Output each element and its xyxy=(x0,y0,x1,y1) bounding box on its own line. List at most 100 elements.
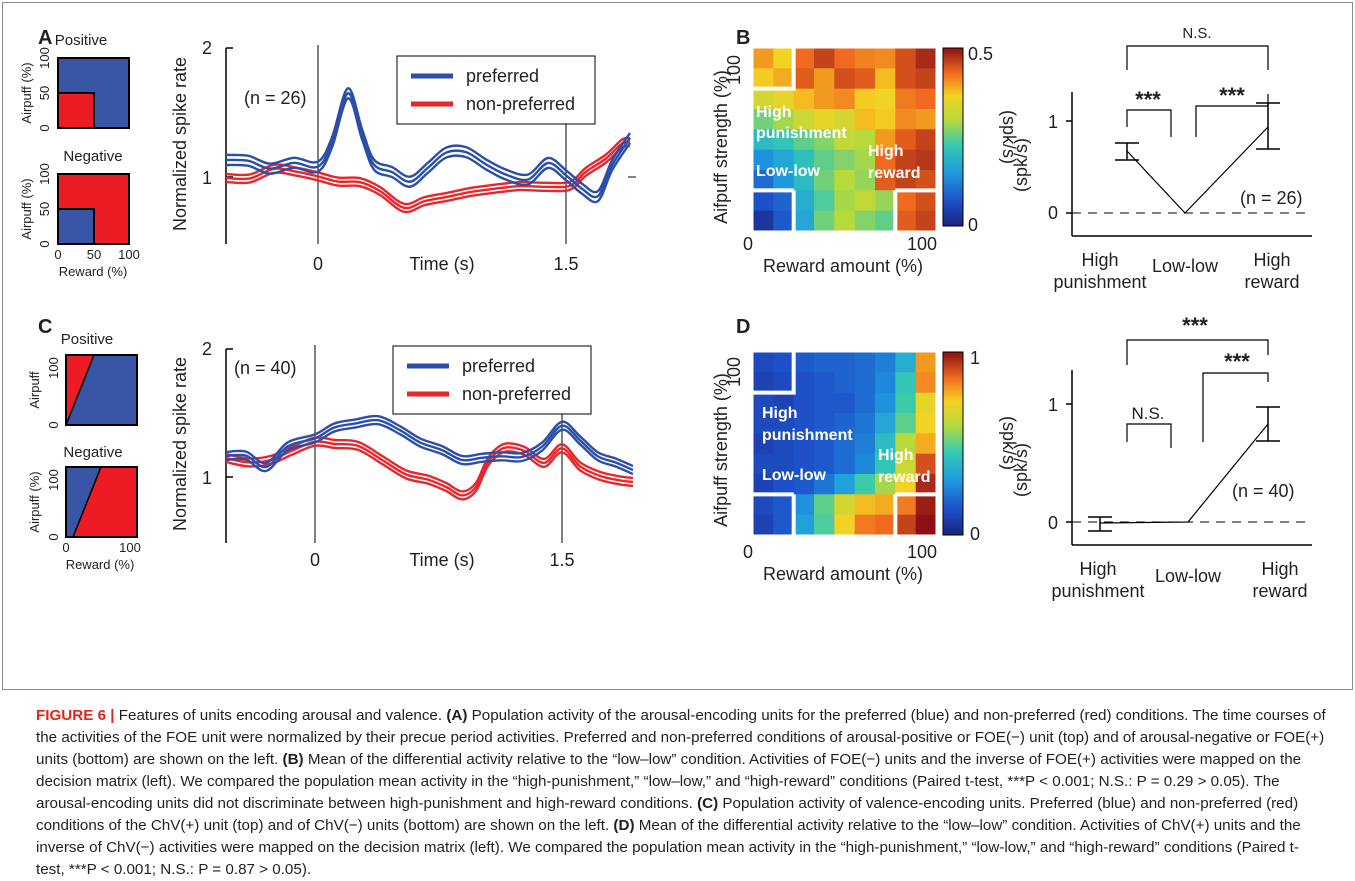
ytick: 1 xyxy=(1048,112,1058,132)
ylabel: Normalized spike rate xyxy=(170,357,190,531)
heatmap-cell xyxy=(895,433,917,455)
heatmap-xtick: 100 xyxy=(907,542,937,562)
colorbar-tick: 0 xyxy=(970,524,980,544)
panel-b: B 0.5 0 (spk/s) 100 Aifpuff strength (%)… xyxy=(711,25,1312,292)
errorbar-high-punishment xyxy=(1115,142,1139,161)
legend xyxy=(396,55,596,125)
heatmap-cell xyxy=(875,109,896,130)
heatmap-cell xyxy=(875,352,896,373)
heatmap-cell xyxy=(793,149,815,171)
schematic-red-region xyxy=(57,92,95,129)
n-label: (n = 26) xyxy=(1240,188,1303,208)
heatmap-cell xyxy=(875,413,896,434)
caption-tag-a: (A) xyxy=(446,707,468,724)
heatmap-xtick: 100 xyxy=(907,234,937,254)
panel-letter: D xyxy=(736,316,750,338)
caption-text-c: Population activity of valence-encoding … xyxy=(36,795,1299,834)
heatmap-cell xyxy=(773,129,795,151)
heatmap-cell xyxy=(793,494,815,516)
category-label: Low-low xyxy=(1152,256,1219,276)
heatmap-cell xyxy=(773,494,795,516)
heatmap-cell xyxy=(895,474,917,495)
heatmap-cell xyxy=(875,494,896,516)
heatmap-cell xyxy=(814,129,835,151)
heatmap-cell xyxy=(895,109,917,130)
heatmap-cell xyxy=(915,392,937,414)
heatmap-cell xyxy=(814,170,835,191)
xtick: 100 xyxy=(119,540,141,555)
ytick: 0 xyxy=(1048,203,1058,223)
heatmap-cell xyxy=(753,514,774,536)
comparison-plot-b: 1 0 (spk/s) N.S. *** *** (n = 26) High p… xyxy=(1011,25,1312,292)
heatmap-cell xyxy=(915,68,937,90)
preferred-trace xyxy=(225,87,632,194)
heatmap-cell xyxy=(875,68,896,90)
xlabel: Time (s) xyxy=(409,550,474,570)
heatmap-xtick: 0 xyxy=(743,234,753,254)
legend-preferred: preferred xyxy=(462,356,535,376)
ytick: 100 xyxy=(37,163,52,185)
heatmap-cell xyxy=(915,433,937,455)
sig-label: *** xyxy=(1219,83,1245,108)
mean-line xyxy=(1126,126,1269,214)
ylabel: (spk/s) xyxy=(1011,138,1031,192)
trace-lines xyxy=(225,87,632,214)
trace-lines xyxy=(225,414,634,501)
heatmap-b xyxy=(752,47,937,232)
heatmap-cell xyxy=(834,88,856,110)
heatmap-cell xyxy=(773,48,795,69)
heatmap-cell xyxy=(854,372,876,394)
caption-tag-d: (D) xyxy=(613,817,635,834)
heatmap-cell xyxy=(854,149,876,171)
ytick: 50 xyxy=(37,202,52,216)
preferred-trace xyxy=(225,414,634,468)
heatmap-cell xyxy=(834,352,856,373)
ytick: 0 xyxy=(46,533,61,540)
heatmap-cell xyxy=(814,453,835,475)
ytick: 0 xyxy=(37,240,52,247)
ylabel: (spk/s) xyxy=(1011,443,1031,497)
heatmap-cell xyxy=(895,129,917,151)
schematic-xlabel: Reward (%) xyxy=(59,264,128,279)
region-label: High xyxy=(878,447,914,464)
heatmap-cell xyxy=(915,352,937,373)
heatmap-cell xyxy=(753,190,774,212)
xtick: 50 xyxy=(87,247,101,262)
heatmap-cell xyxy=(753,352,774,373)
heatmap-cell xyxy=(814,88,835,110)
heatmap-d xyxy=(752,351,937,536)
heatmap-cell xyxy=(854,190,876,212)
heatmap-cell xyxy=(915,514,937,536)
region-label: punishment xyxy=(762,427,853,444)
heatmap-cell xyxy=(854,494,876,516)
heatmap-cell xyxy=(793,88,815,110)
heatmap-cell xyxy=(854,109,876,130)
heatmap-cell xyxy=(915,474,937,495)
category-label: punishment xyxy=(1053,272,1146,292)
heatmap-ytick: 100 xyxy=(724,55,744,85)
heatmap-cell xyxy=(875,48,896,69)
legend xyxy=(392,345,592,415)
heatmap-cell xyxy=(773,514,795,536)
figure-caption: FIGURE 6 | Features of units encoding ar… xyxy=(36,705,1326,881)
panel-letter: B xyxy=(736,27,750,49)
heatmap-cell xyxy=(793,514,815,536)
schematic-title: Positive xyxy=(55,32,108,49)
heatmap-cell xyxy=(753,170,774,191)
heatmap-cell xyxy=(895,190,917,212)
heatmap-cell xyxy=(753,474,774,495)
heatmap-cell xyxy=(753,109,774,130)
ytick: 0 xyxy=(37,124,52,131)
heatmap-cell xyxy=(895,494,917,516)
heatmap-cell xyxy=(814,210,835,232)
heatmap-cell xyxy=(773,453,795,475)
heatmap-cell xyxy=(854,413,876,434)
sig-label: N.S. xyxy=(1182,25,1211,42)
heatmap-cell xyxy=(753,210,774,232)
heatmap-xlabel: Reward amount (%) xyxy=(763,564,923,584)
heatmap-cell xyxy=(915,190,937,212)
figure-frame xyxy=(2,2,1353,690)
heatmap-cell xyxy=(814,474,835,495)
heatmap-cell xyxy=(773,433,795,455)
caption-text-a: Population activity of the arousal-encod… xyxy=(36,707,1326,768)
